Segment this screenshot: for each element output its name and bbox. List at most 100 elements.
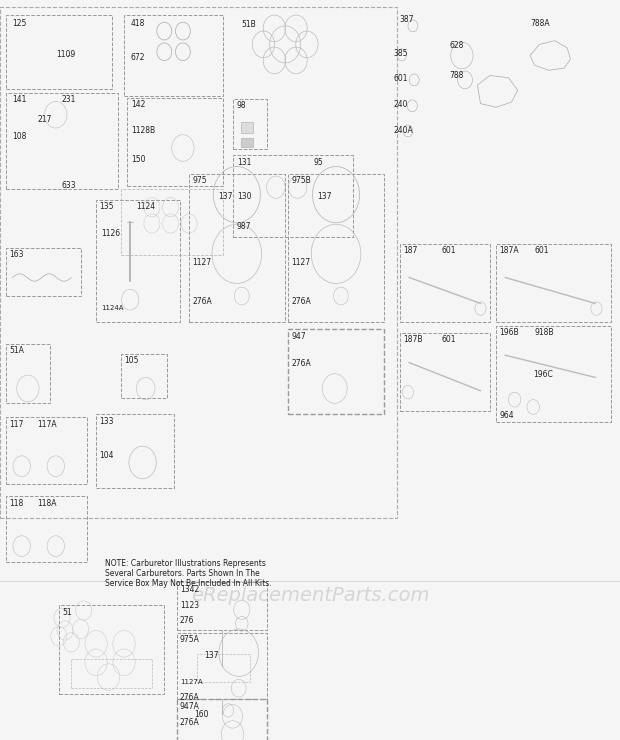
Text: 95: 95	[313, 158, 323, 166]
Text: 142: 142	[131, 100, 146, 109]
Text: 231: 231	[62, 95, 76, 104]
Text: 1127: 1127	[291, 258, 311, 266]
Bar	[121, 354, 167, 398]
Text: 385: 385	[394, 49, 408, 58]
Bar	[496, 244, 611, 322]
Bar	[6, 417, 87, 484]
Text: 117A: 117A	[37, 420, 57, 428]
Text: 1124: 1124	[136, 202, 156, 211]
Bar	[197, 654, 250, 682]
Bar	[96, 200, 180, 322]
Text: 137: 137	[218, 192, 232, 201]
Text: 964: 964	[499, 411, 514, 420]
Text: 51B: 51B	[242, 20, 257, 29]
Bar	[6, 496, 87, 562]
Bar	[400, 244, 490, 322]
Bar	[177, 633, 267, 699]
Text: 1127: 1127	[192, 258, 211, 266]
Bar	[59, 605, 164, 694]
Text: 130: 130	[237, 192, 251, 201]
Text: 276: 276	[180, 616, 194, 625]
Bar	[288, 329, 384, 414]
Bar	[6, 344, 50, 403]
Text: NOTE: Carburetor Illustrations Represents
Several Carburetors. Parts Shown In Th: NOTE: Carburetor Illustrations Represent…	[105, 559, 272, 588]
Text: 947A: 947A	[180, 702, 200, 710]
Text: 117: 117	[9, 420, 24, 428]
Bar	[496, 326, 611, 422]
Text: 160: 160	[194, 710, 208, 719]
Text: 118: 118	[9, 499, 24, 508]
Text: 601: 601	[394, 75, 408, 84]
Text: eReplacementParts.com: eReplacementParts.com	[191, 586, 429, 605]
Text: 135: 135	[99, 202, 113, 211]
Text: 240A: 240A	[394, 127, 414, 135]
Text: 125: 125	[12, 18, 27, 27]
Text: 788: 788	[450, 71, 464, 80]
Text: 947: 947	[291, 332, 306, 341]
Text: 276A: 276A	[180, 693, 200, 702]
Text: 276A: 276A	[291, 297, 311, 306]
Text: 51: 51	[62, 608, 72, 617]
Text: 1123: 1123	[180, 601, 199, 610]
Bar	[71, 659, 152, 688]
Bar	[6, 92, 118, 189]
Text: 601: 601	[534, 246, 549, 255]
Bar	[189, 174, 285, 322]
Text: 1124A: 1124A	[101, 305, 123, 311]
Text: 196B: 196B	[499, 328, 519, 337]
Text: 788A: 788A	[530, 19, 550, 28]
Text: 387: 387	[400, 16, 414, 24]
Text: 276A: 276A	[291, 359, 311, 368]
Text: 51A: 51A	[9, 346, 24, 355]
Text: 975B: 975B	[291, 176, 311, 185]
Text: 105: 105	[124, 356, 138, 365]
Bar	[96, 414, 174, 488]
Text: 975: 975	[192, 176, 207, 185]
Bar	[0, 7, 397, 518]
Bar	[241, 138, 253, 147]
Text: 1109: 1109	[56, 50, 75, 59]
Bar	[232, 99, 267, 149]
Text: 108: 108	[12, 132, 27, 141]
Bar	[6, 15, 112, 89]
Bar	[121, 189, 223, 255]
Text: 975A: 975A	[180, 635, 200, 644]
Bar	[232, 155, 353, 237]
Bar	[177, 582, 267, 630]
Text: 1128B: 1128B	[131, 126, 156, 135]
Text: 601: 601	[441, 335, 456, 344]
Bar	[6, 248, 81, 296]
Text: 133: 133	[99, 417, 113, 426]
Bar	[241, 122, 253, 133]
Bar	[288, 174, 384, 322]
Text: 137: 137	[205, 651, 219, 660]
Text: 918B: 918B	[534, 328, 554, 337]
Text: 98: 98	[237, 101, 247, 110]
Text: 131: 131	[237, 158, 251, 166]
Text: 1126: 1126	[101, 229, 120, 238]
Text: 276A: 276A	[192, 297, 212, 306]
Text: 672: 672	[130, 53, 144, 62]
Text: 196C: 196C	[533, 370, 553, 379]
Bar	[400, 333, 490, 411]
Text: 987: 987	[237, 222, 251, 231]
Text: 628: 628	[450, 41, 464, 50]
Text: 104: 104	[99, 451, 113, 460]
Text: 601: 601	[441, 246, 456, 255]
Text: 1127A: 1127A	[180, 679, 202, 685]
Text: 187A: 187A	[499, 246, 519, 255]
Text: 118A: 118A	[37, 499, 56, 508]
Text: 418: 418	[130, 18, 144, 27]
Text: 141: 141	[12, 95, 27, 104]
Bar	[177, 699, 267, 740]
Text: 187: 187	[403, 246, 417, 255]
Bar	[127, 98, 223, 186]
Text: 137: 137	[317, 192, 332, 201]
Text: 633: 633	[62, 181, 77, 190]
Text: 217: 217	[37, 115, 51, 124]
Text: 150: 150	[131, 155, 146, 164]
Text: 240: 240	[394, 101, 408, 110]
Text: 187B: 187B	[403, 335, 422, 344]
Text: 163: 163	[9, 250, 24, 259]
Text: 276A: 276A	[180, 718, 200, 727]
